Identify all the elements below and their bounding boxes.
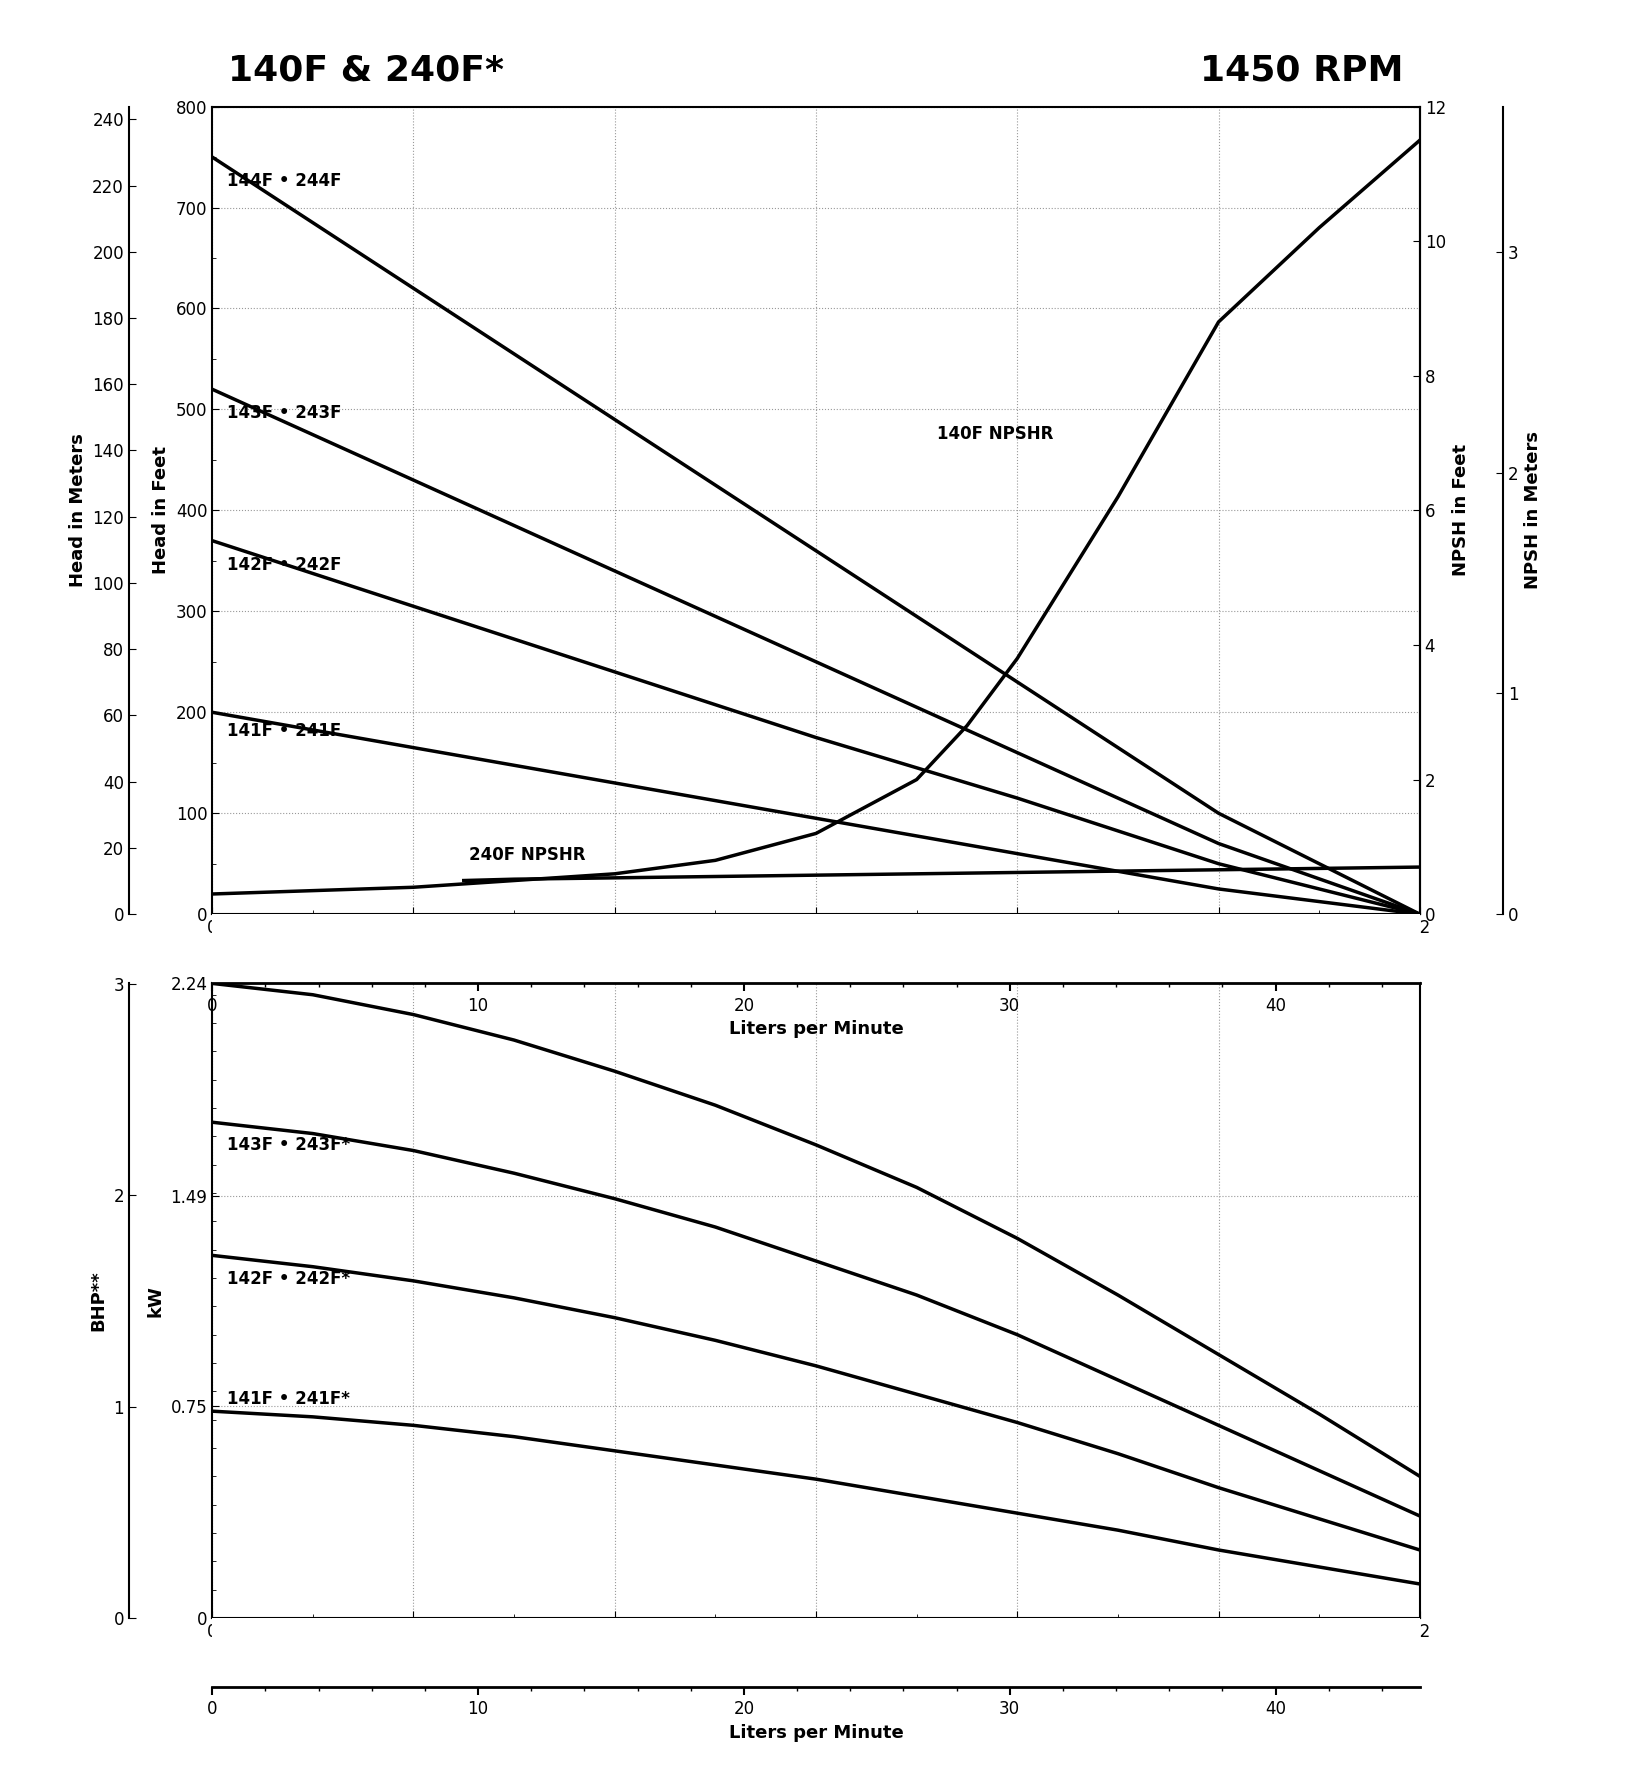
Text: 144F • 244F: 144F • 244F [227,172,341,190]
Y-axis label: Head in Meters: Head in Meters [69,433,86,588]
Y-axis label: BHP**: BHP** [90,1270,108,1330]
X-axis label: Liters per Minute: Liters per Minute [728,1724,904,1742]
Text: 1450 RPM: 1450 RPM [1200,53,1404,87]
Text: 141F • 241F*: 141F • 241F* [227,1391,351,1408]
Text: 140F NPSHR: 140F NPSHR [937,424,1053,442]
Text: 142F • 242F: 142F • 242F [227,556,341,574]
Y-axis label: kW: kW [147,1284,165,1316]
Text: 144F • 244F*: 144F • 244F* [227,959,351,979]
Text: 142F • 242F*: 142F • 242F* [227,1270,351,1288]
Text: 141F • 241F: 141F • 241F [227,723,341,741]
Text: 143F • 243F: 143F • 243F [227,405,341,423]
Text: 240F NPSHR: 240F NPSHR [468,845,586,863]
Text: 140F & 240F*: 140F & 240F* [228,53,504,87]
Text: 143F • 243F*: 143F • 243F* [227,1137,351,1154]
X-axis label: U.S. Gallons per Minute: U.S. Gallons per Minute [697,1646,935,1664]
X-axis label: U.S. Gallons per Minute: U.S. Gallons per Minute [697,943,935,961]
Y-axis label: NPSH in Meters: NPSH in Meters [1524,432,1542,590]
X-axis label: Liters per Minute: Liters per Minute [728,1019,904,1039]
Y-axis label: Head in Feet: Head in Feet [152,446,170,574]
Y-axis label: NPSH in Feet: NPSH in Feet [1451,444,1469,577]
